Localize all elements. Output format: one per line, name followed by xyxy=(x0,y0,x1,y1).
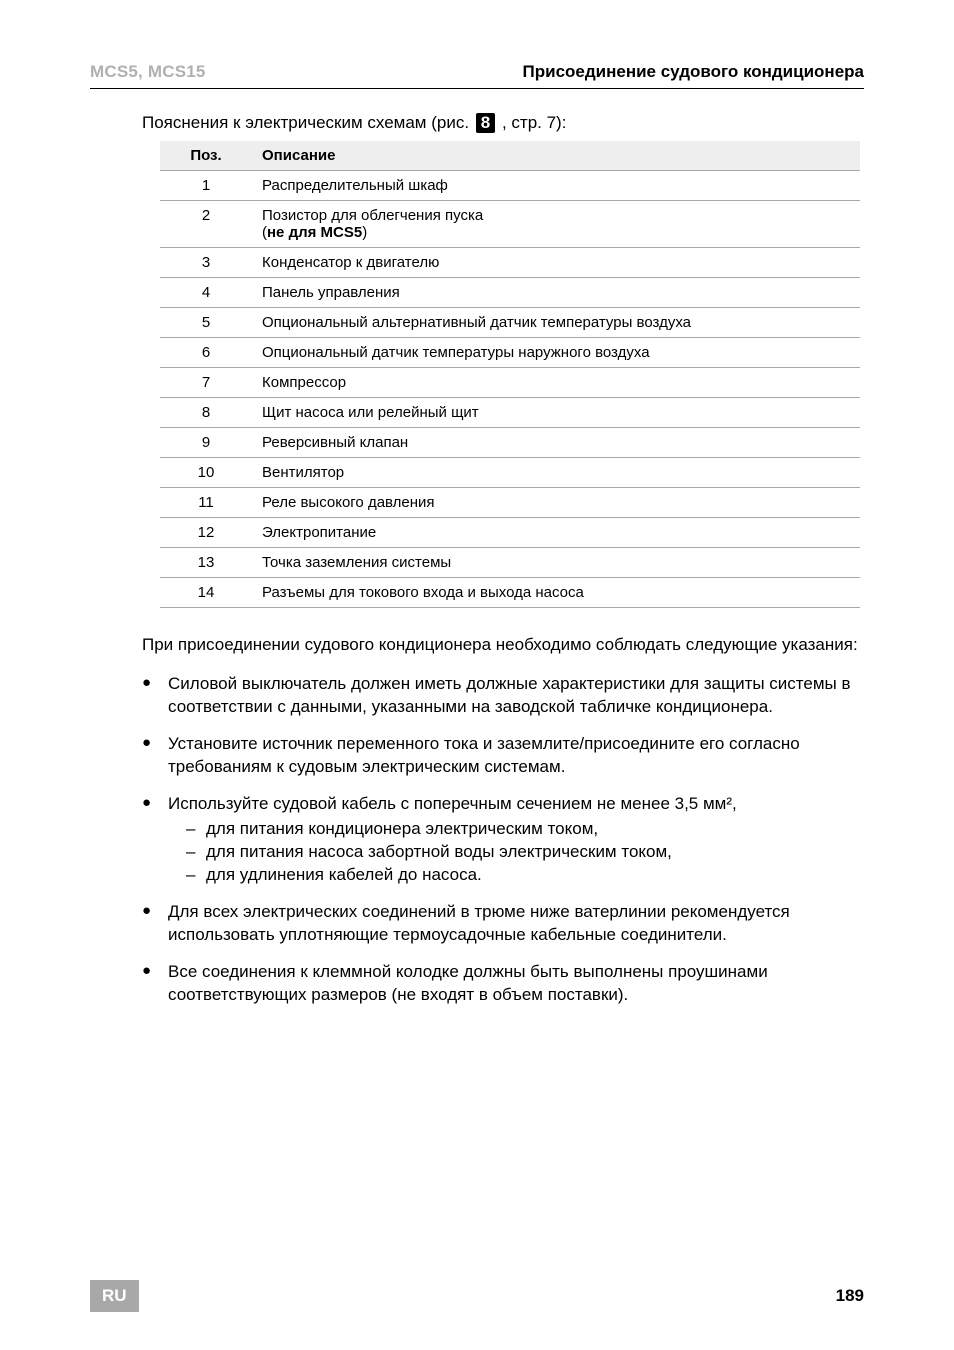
table-row: 3 Конденсатор к двигателю xyxy=(160,248,860,278)
cell-poz: 5 xyxy=(160,308,252,338)
header-row: MCS5, MCS15 Присоединение судового конди… xyxy=(90,62,864,89)
cell-desc: Разъемы для токового входа и выхода насо… xyxy=(252,578,860,608)
table-row: 7 Компрессор xyxy=(160,368,860,398)
bullet-item: Установите источник переменного тока и з… xyxy=(142,733,864,779)
cell-poz: 7 xyxy=(160,368,252,398)
cell-desc: Реле высокого давления xyxy=(252,488,860,518)
table-row: 12 Электропитание xyxy=(160,518,860,548)
col-header-desc: Описание xyxy=(252,141,860,171)
dash-list: для питания кондиционера электрическим т… xyxy=(186,818,864,887)
cell-desc: Распределительный шкаф xyxy=(252,171,860,201)
bullet-text: Для всех электрических соединений в трюм… xyxy=(168,902,790,944)
cell-desc-line2-suffix: ) xyxy=(362,224,367,241)
footer: RU 189 xyxy=(90,1280,864,1312)
table-row: 9 Реверсивный клапан xyxy=(160,428,860,458)
cell-desc: Щит насоса или релейный щит xyxy=(252,398,860,428)
bullet-list: Силовой выключатель должен иметь должные… xyxy=(142,673,864,1006)
cell-desc-line1: Позистор для облегчения пуска xyxy=(262,207,483,224)
cell-poz: 8 xyxy=(160,398,252,428)
table-row: 13 Точка заземления системы xyxy=(160,548,860,578)
intro-prefix: Пояснения к электрическим схемам (рис. xyxy=(142,113,474,132)
table-row: 10 Вентилятор xyxy=(160,458,860,488)
cell-desc: Компрессор xyxy=(252,368,860,398)
language-badge: RU xyxy=(90,1280,139,1312)
legend-table: Поз. Описание 1 Распределительный шкаф 2… xyxy=(160,141,860,608)
bullet-text: Все соединения к клеммной колодке должны… xyxy=(168,962,768,1004)
bullet-text: Установите источник переменного тока и з… xyxy=(168,734,800,776)
cell-desc: Реверсивный клапан xyxy=(252,428,860,458)
dash-item: для питания кондиционера электрическим т… xyxy=(186,818,864,841)
cell-poz: 12 xyxy=(160,518,252,548)
dash-item: для удлинения кабелей до насоса. xyxy=(186,864,864,887)
cell-desc-line2-bold: не для MCS5 xyxy=(267,224,362,241)
table-row: 6 Опциональный датчик температуры наружн… xyxy=(160,338,860,368)
cell-poz: 4 xyxy=(160,278,252,308)
cell-desc: Точка заземления системы xyxy=(252,548,860,578)
bullet-item: Все соединения к клеммной колодке должны… xyxy=(142,961,864,1007)
figure-ref-box: 8 xyxy=(476,113,495,133)
page-number: 189 xyxy=(836,1286,864,1306)
cell-desc: Вентилятор xyxy=(252,458,860,488)
cell-poz: 6 xyxy=(160,338,252,368)
table-row: 4 Панель управления xyxy=(160,278,860,308)
cell-poz: 13 xyxy=(160,548,252,578)
table-row: 1 Распределительный шкаф xyxy=(160,171,860,201)
table-row: 11 Реле высокого давления xyxy=(160,488,860,518)
col-header-poz: Поз. xyxy=(160,141,252,171)
bullet-item: Для всех электрических соединений в трюм… xyxy=(142,901,864,947)
cell-desc: Электропитание xyxy=(252,518,860,548)
intro-line: Пояснения к электрическим схемам (рис. 8… xyxy=(142,113,864,133)
cell-desc: Опциональный альтернативный датчик темпе… xyxy=(252,308,860,338)
header-model: MCS5, MCS15 xyxy=(90,62,206,82)
table-header-row: Поз. Описание xyxy=(160,141,860,171)
bullet-item: Силовой выключатель должен иметь должные… xyxy=(142,673,864,719)
table-row: 14 Разъемы для токового входа и выхода н… xyxy=(160,578,860,608)
cell-poz: 2 xyxy=(160,201,252,248)
cell-poz: 14 xyxy=(160,578,252,608)
cell-desc: Панель управления xyxy=(252,278,860,308)
table-row: 2 Позистор для облегчения пуска (не для … xyxy=(160,201,860,248)
bullet-text: Силовой выключатель должен иметь должные… xyxy=(168,674,851,716)
cell-poz: 1 xyxy=(160,171,252,201)
cell-desc: Опциональный датчик температуры наружног… xyxy=(252,338,860,368)
bullet-item: Используйте судовой кабель с поперечным … xyxy=(142,793,864,887)
header-section-title: Присоединение судового кондиционера xyxy=(523,62,864,82)
dash-item: для питания насоса забортной воды электр… xyxy=(186,841,864,864)
intro-suffix: , стр. 7): xyxy=(497,113,566,132)
cell-poz: 10 xyxy=(160,458,252,488)
cell-poz: 11 xyxy=(160,488,252,518)
cell-desc: Конденсатор к двигателю xyxy=(252,248,860,278)
cell-desc: Позистор для облегчения пуска (не для MC… xyxy=(252,201,860,248)
paragraph-intro: При присоединении судового кондиционера … xyxy=(142,634,864,657)
page: MCS5, MCS15 Присоединение судового конди… xyxy=(0,0,954,1350)
cell-poz: 9 xyxy=(160,428,252,458)
table-row: 5 Опциональный альтернативный датчик тем… xyxy=(160,308,860,338)
bullet-text: Используйте судовой кабель с поперечным … xyxy=(168,794,737,813)
cell-poz: 3 xyxy=(160,248,252,278)
table-row: 8 Щит насоса или релейный щит xyxy=(160,398,860,428)
